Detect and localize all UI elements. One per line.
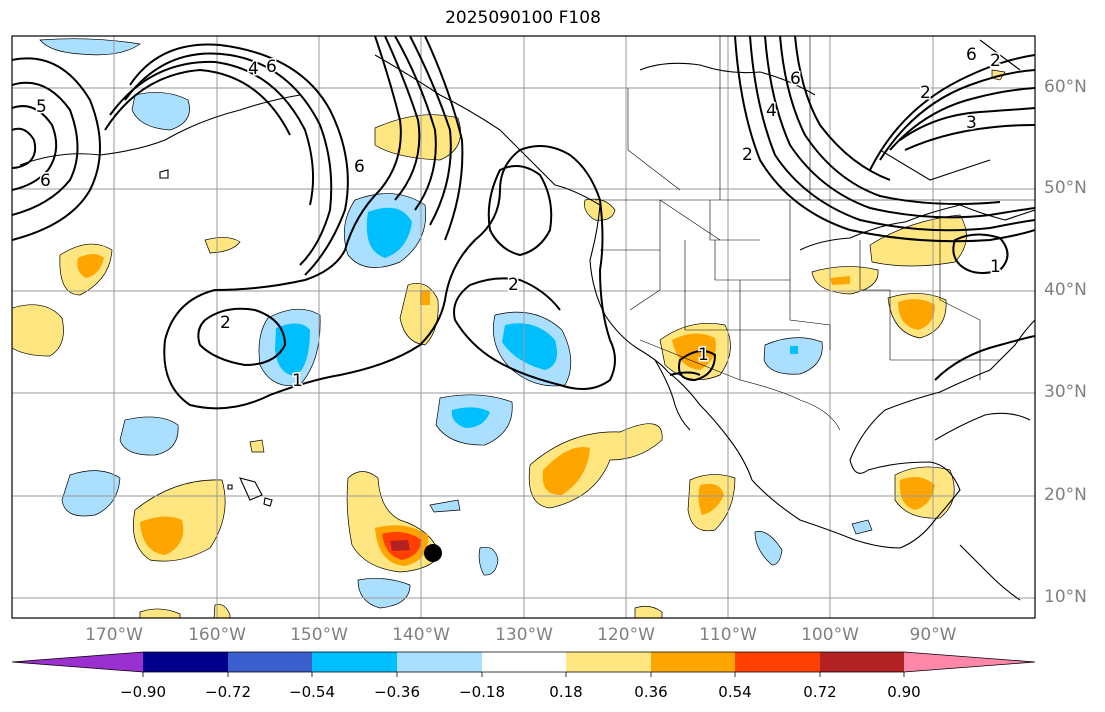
positive-anomaly-area	[634, 605, 663, 618]
contour-label: 2	[920, 83, 931, 103]
negative-anomaly-area	[39, 38, 141, 56]
positive-anomaly-area	[830, 276, 850, 285]
political-borders	[595, 36, 1035, 431]
lon-label: 90°W	[909, 625, 957, 645]
contour-lines	[12, 36, 1035, 410]
negative-anomaly-area	[478, 546, 499, 576]
colorbar-segment	[651, 652, 735, 672]
lat-label: 40°N	[1044, 280, 1087, 300]
contour-label: 6	[790, 69, 801, 89]
colorbar-segment	[397, 652, 482, 672]
lon-label: 130°W	[495, 625, 553, 645]
positive-anomaly-area	[374, 114, 461, 161]
map-frame	[11, 35, 1036, 619]
colorbar-segment	[820, 652, 904, 672]
negative-anomaly-area	[754, 531, 783, 566]
contour-label: 4	[248, 59, 259, 79]
positive-anomaly-area	[204, 237, 241, 254]
colorbar-tick-label: −0.72	[205, 683, 251, 701]
positive-anomaly-area	[899, 476, 935, 510]
colorbar-segment	[228, 652, 312, 672]
colorbar-tick-label: 0.18	[549, 683, 583, 701]
storm-marker	[424, 544, 442, 562]
lat-label: 10°N	[1044, 587, 1087, 607]
colorbar-segment	[566, 652, 651, 672]
contour-label: 2	[508, 275, 519, 295]
positive-anomaly-area	[898, 299, 935, 330]
contour-label: 1	[698, 345, 709, 365]
contour-label: 6	[40, 171, 51, 191]
contour-label: 2	[220, 313, 231, 333]
contour-label: 2	[990, 51, 1001, 71]
lat-label: 30°N	[1044, 382, 1087, 402]
contour-label: 6	[354, 157, 365, 177]
contour-label: 1	[292, 371, 303, 391]
contour-label: 6	[266, 57, 277, 77]
colorbar-tick-label: −0.90	[120, 683, 166, 701]
positive-anomaly-area	[249, 439, 265, 453]
positive-anomaly-area	[12, 304, 64, 357]
colorbar-tick-label: 0.90	[887, 683, 921, 701]
colorbar	[11, 651, 1036, 677]
colorbar-segment	[735, 652, 820, 672]
contour-label-group: 5 6 4 6 6 2 2 1 2 2 4 6 3 2 6 1 1	[35, 44, 1003, 393]
negative-anomaly-area	[131, 92, 190, 131]
contour-label: 3	[966, 113, 977, 133]
positive-anomaly-area	[139, 608, 181, 618]
map-title: 2025090100 F108	[445, 8, 601, 28]
negative-anomaly-area	[366, 207, 412, 258]
lon-label: 160°W	[188, 625, 246, 645]
negative-anomaly-area	[451, 407, 490, 428]
contour-label: 6	[966, 45, 977, 65]
graticule	[12, 36, 1035, 618]
lon-label: 170°W	[85, 625, 143, 645]
lat-label: 20°N	[1044, 485, 1087, 505]
plot-area: 5 6 4 6 6 2 2 1 2 2 4 6 3 2 6 1 1	[12, 36, 1035, 618]
colorbar-min-extension	[12, 652, 143, 672]
colorbar-tick-label: 0.36	[634, 683, 668, 701]
negative-anomaly-area	[851, 519, 873, 535]
lon-label: 140°W	[392, 625, 450, 645]
lon-label: 150°W	[290, 625, 348, 645]
negative-anomaly-area	[790, 346, 798, 354]
colorbar-tick-label: −0.36	[374, 683, 420, 701]
contour-label: 5	[36, 97, 47, 117]
contour-label: 4	[766, 101, 777, 121]
lon-label: 100°W	[801, 625, 859, 645]
positive-anomaly-area	[77, 254, 104, 278]
positive-anomaly-area	[542, 446, 590, 496]
contour-label: 2	[742, 145, 753, 165]
positive-anomaly-area	[390, 540, 410, 551]
negative-anomaly-area	[429, 499, 461, 513]
contour-label: 1	[990, 257, 1001, 277]
colorbar-segment	[482, 652, 566, 672]
positive-anomaly-area	[420, 290, 430, 305]
coastlines	[19, 39, 1035, 601]
positive-anomaly-area	[140, 516, 184, 555]
negative-anomaly-area	[61, 470, 121, 517]
negative-anomaly-area	[763, 337, 823, 375]
colorbar-segment	[143, 652, 228, 672]
lat-label: 60°N	[1044, 77, 1087, 97]
lat-label: 50°N	[1044, 178, 1087, 198]
colorbar-tick-label: 0.72	[803, 683, 837, 701]
positive-anomaly-area	[698, 483, 724, 515]
colorbar-tick-label: −0.18	[459, 683, 505, 701]
lon-label: 110°W	[699, 625, 757, 645]
colorbar-tick-label: −0.54	[289, 683, 335, 701]
anomaly-shading	[12, 38, 1006, 618]
colorbar-segment	[312, 652, 397, 672]
negative-anomaly-area	[119, 416, 179, 456]
lon-label: 120°W	[597, 625, 655, 645]
colorbar-max-extension	[904, 652, 1035, 672]
colorbar-tick-label: 0.54	[718, 683, 752, 701]
negative-anomaly-area	[502, 323, 558, 370]
